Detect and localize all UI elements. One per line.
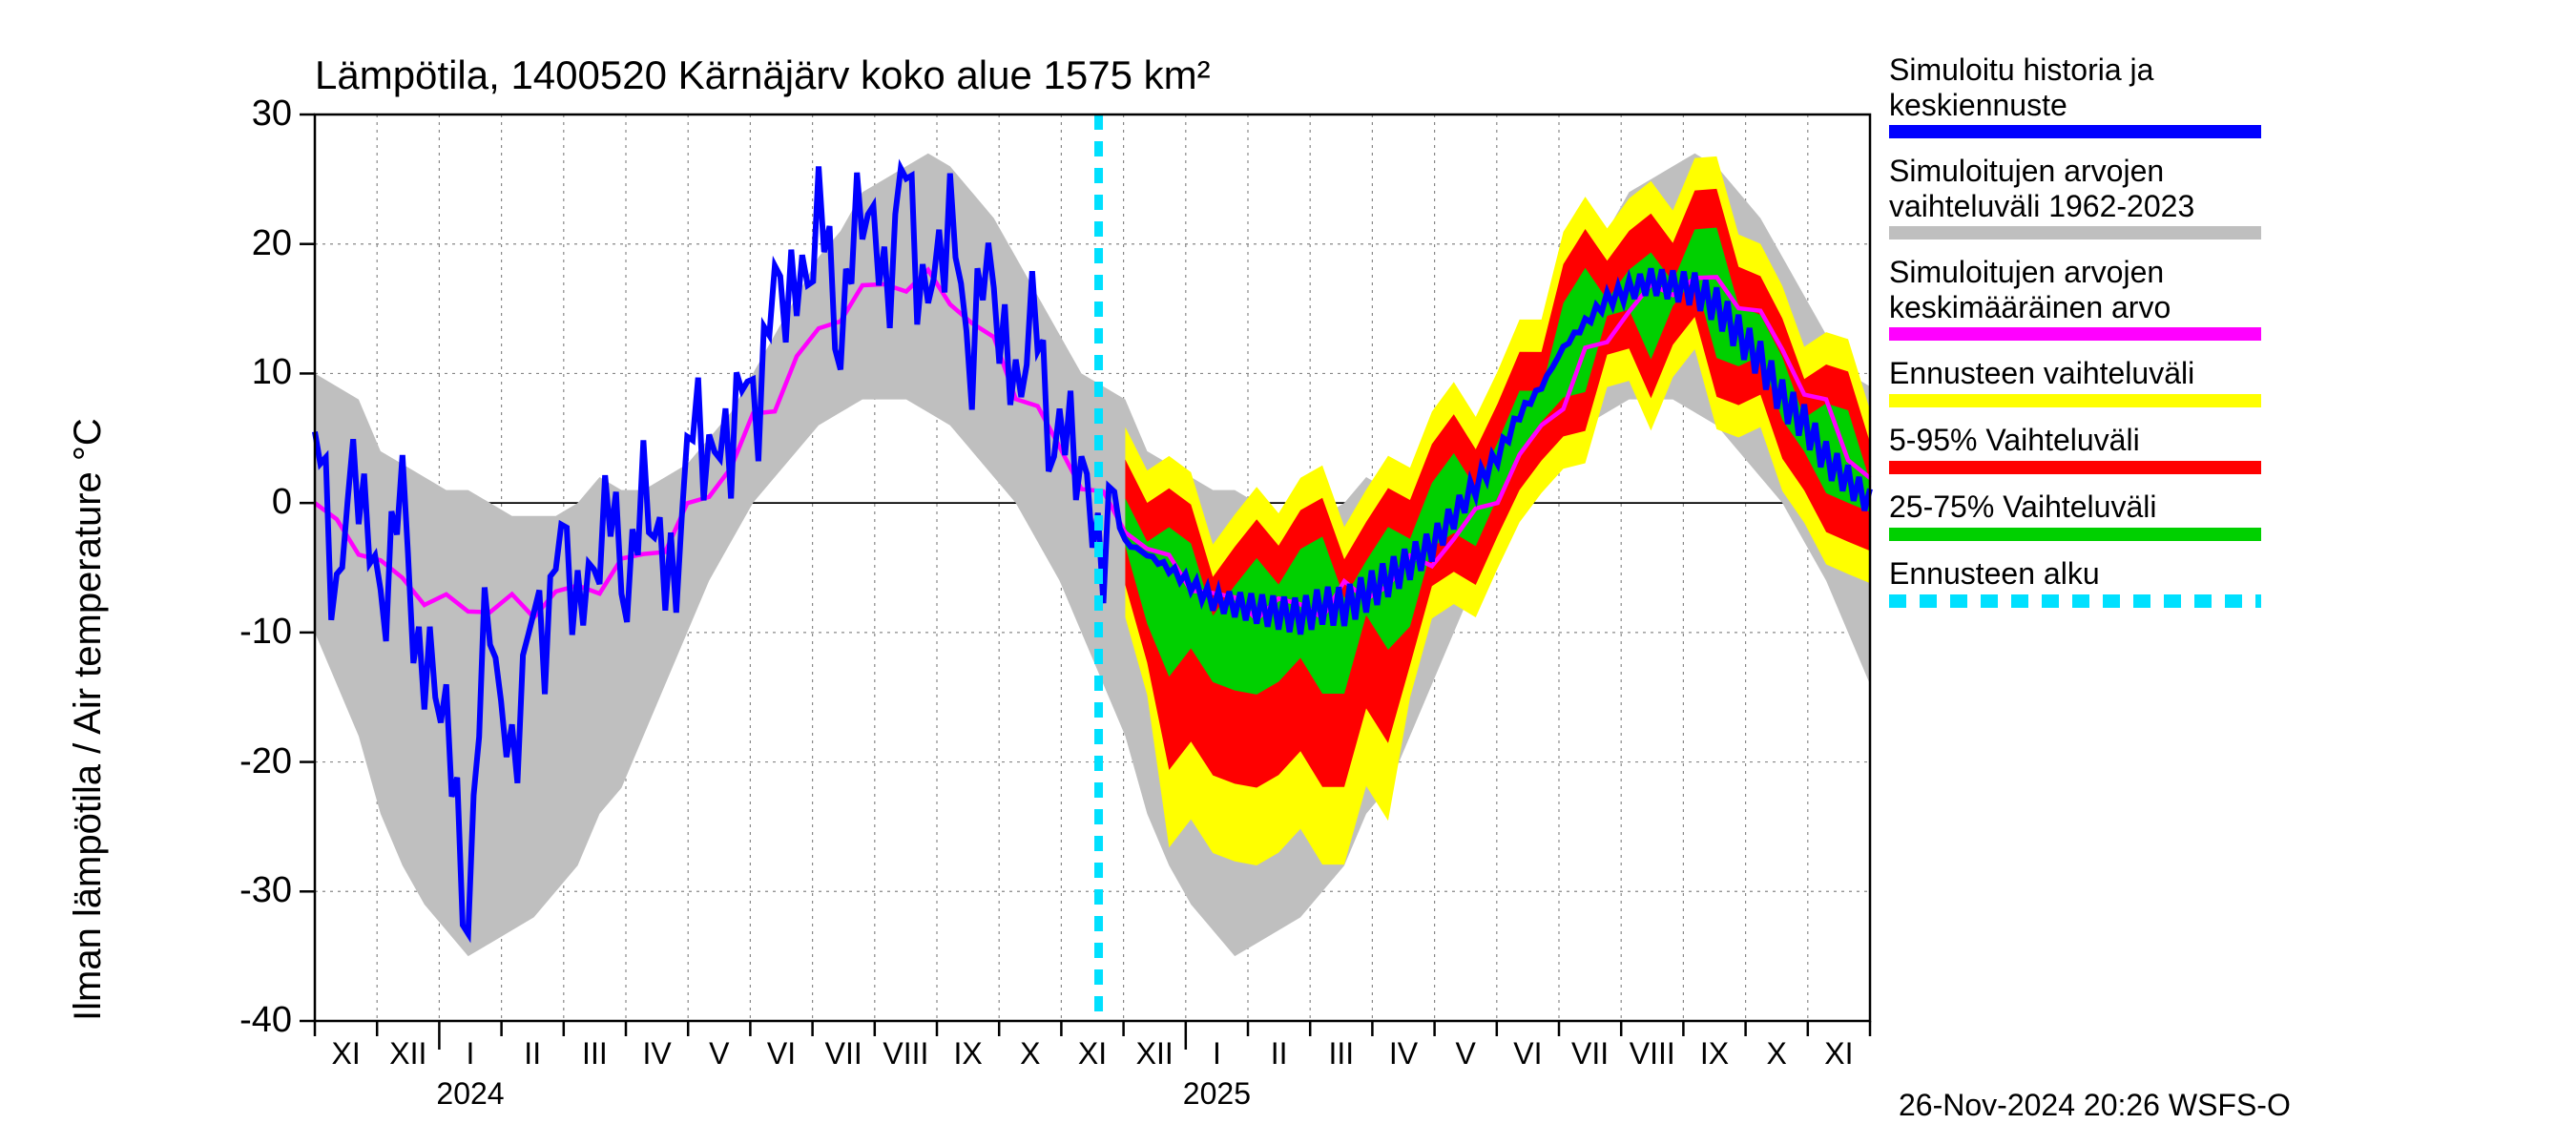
x-month-label: IX (953, 1036, 982, 1072)
y-tick-label: 10 (252, 352, 292, 393)
temperature-figure: Lämpötila, 1400520 Kärnäjärv koko alue 1… (0, 0, 2576, 1145)
legend-label: 5-95% Vaihteluväli (1889, 423, 2140, 458)
x-month-label: III (582, 1036, 608, 1072)
x-year-label: 2025 (1183, 1076, 1251, 1112)
x-month-label: IX (1700, 1036, 1729, 1072)
x-month-label: VII (1571, 1036, 1609, 1072)
legend-label: 25-75% Vaihteluväli (1889, 489, 2156, 525)
x-month-label: II (524, 1036, 541, 1072)
x-month-label: VI (767, 1036, 796, 1072)
x-month-label: VIII (883, 1036, 928, 1072)
legend-label: Ennusteen vaihteluväli (1889, 356, 2194, 391)
x-month-label: VIII (1630, 1036, 1675, 1072)
y-tick-label: -40 (239, 1000, 292, 1041)
x-month-label: VI (1513, 1036, 1542, 1072)
x-month-label: X (1767, 1036, 1787, 1072)
legend-swatch (1889, 594, 2261, 608)
legend-label: Ennusteen alku (1889, 556, 2100, 592)
x-month-label: I (467, 1036, 475, 1072)
x-month-label: IV (1389, 1036, 1418, 1072)
y-tick-label: 20 (252, 223, 292, 264)
x-month-label: XI (1824, 1036, 1853, 1072)
y-tick-label: -30 (239, 870, 292, 911)
y-tick-label: 30 (252, 94, 292, 135)
x-month-label: IV (642, 1036, 671, 1072)
legend-label: Simuloitujen arvojenvaihteluväli 1962-20… (1889, 154, 2194, 224)
legend-swatch (1889, 528, 2261, 541)
legend-swatch (1889, 394, 2261, 407)
x-year-label: 2024 (436, 1076, 504, 1112)
legend-swatch (1889, 125, 2261, 138)
y-tick-label: -20 (239, 741, 292, 782)
legend-swatch (1889, 226, 2261, 239)
legend-swatch (1889, 461, 2261, 474)
x-month-label: III (1328, 1036, 1354, 1072)
x-month-label: XI (1078, 1036, 1107, 1072)
legend-swatch (1889, 327, 2261, 341)
y-tick-label: 0 (272, 482, 292, 523)
x-month-label: XII (389, 1036, 426, 1072)
y-tick-label: -10 (239, 612, 292, 653)
x-month-label: I (1213, 1036, 1221, 1072)
x-month-label: X (1020, 1036, 1040, 1072)
x-month-label: XI (331, 1036, 360, 1072)
timestamp-footer: 26-Nov-2024 20:26 WSFS-O (1899, 1088, 2291, 1123)
x-month-label: V (1456, 1036, 1476, 1072)
x-month-label: XII (1136, 1036, 1174, 1072)
x-month-label: II (1271, 1036, 1288, 1072)
legend-label: Simuloitujen arvojenkeskimääräinen arvo (1889, 255, 2171, 325)
x-month-label: VII (825, 1036, 862, 1072)
x-month-label: V (709, 1036, 729, 1072)
legend-label: Simuloitu historia jakeskiennuste (1889, 52, 2153, 123)
